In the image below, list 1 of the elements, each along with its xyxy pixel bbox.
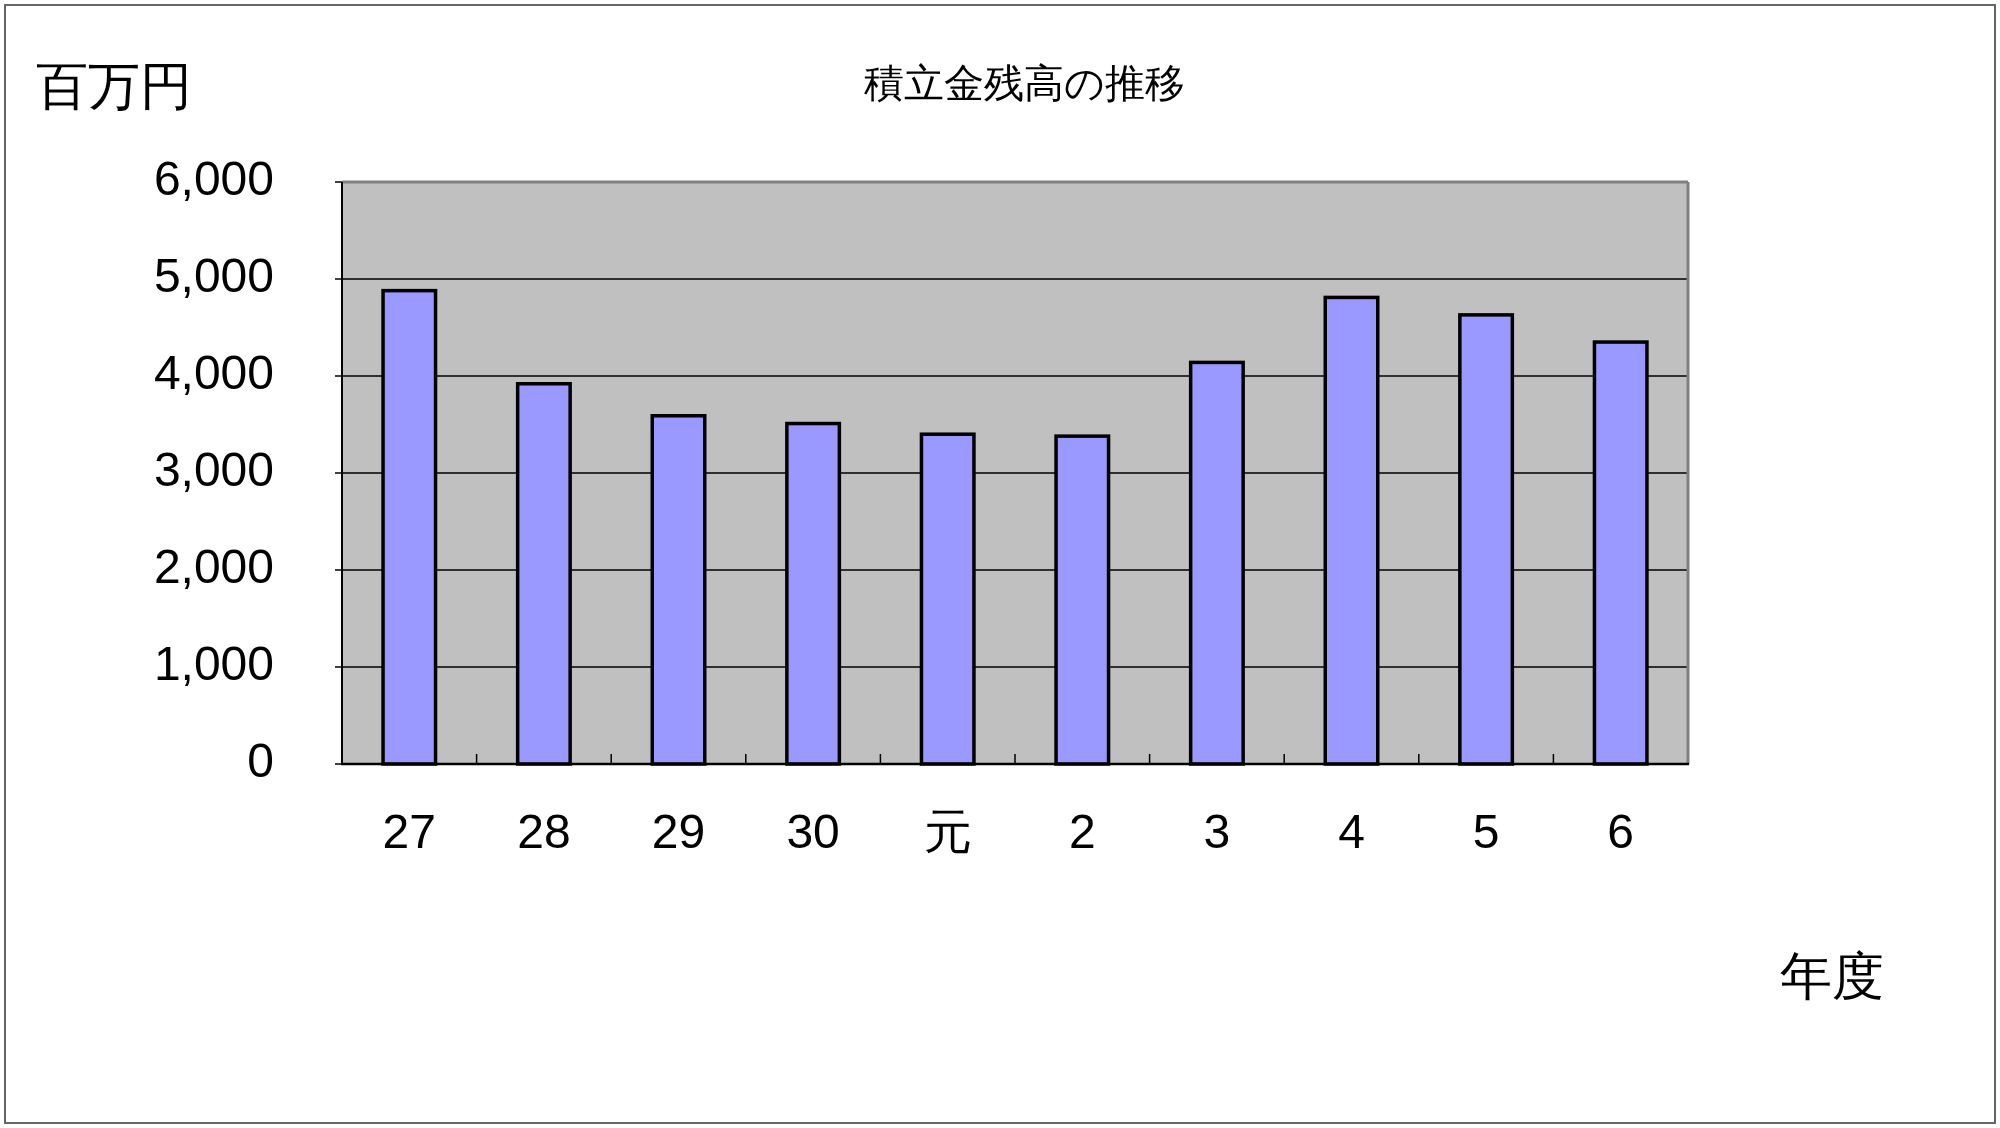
title: 積立金残高の推移 (863, 60, 1185, 105)
